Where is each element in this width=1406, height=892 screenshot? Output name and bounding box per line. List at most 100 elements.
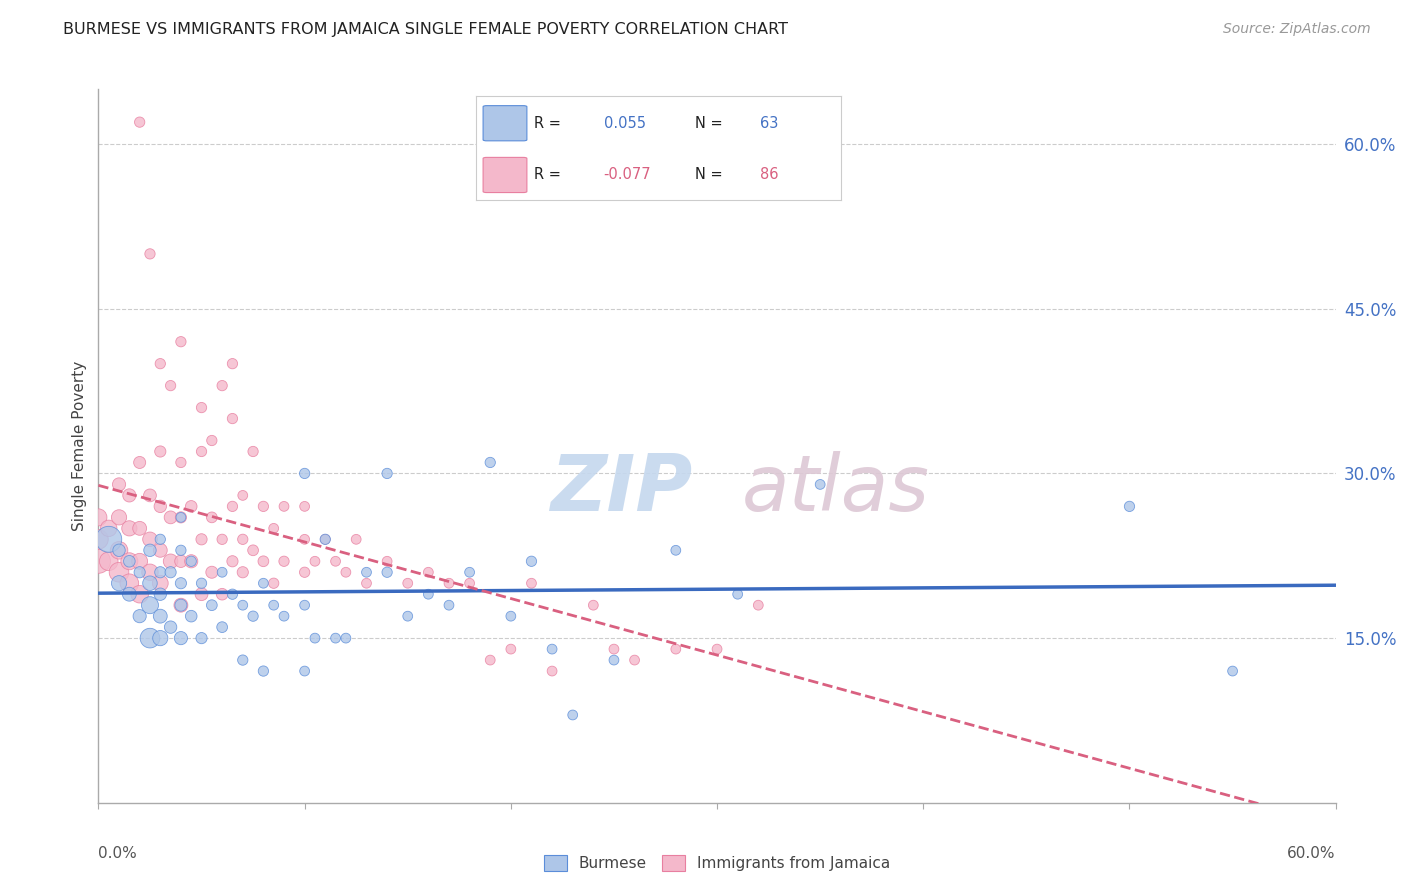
Point: [263, 576, 285, 591]
Point: [201, 434, 224, 448]
Point: [139, 543, 162, 558]
Point: [479, 653, 502, 667]
Point: [325, 554, 347, 568]
Point: [294, 664, 316, 678]
Point: [108, 543, 131, 558]
Point: [232, 488, 254, 502]
Text: 60.0%: 60.0%: [1288, 846, 1336, 861]
Point: [190, 533, 212, 547]
Point: [263, 598, 285, 612]
Point: [149, 543, 172, 558]
Point: [294, 566, 316, 580]
Point: [139, 598, 162, 612]
Point: [211, 620, 233, 634]
Point: [232, 566, 254, 580]
Point: [335, 566, 357, 580]
Point: [294, 500, 316, 514]
Point: [139, 533, 162, 547]
Point: [149, 631, 172, 645]
Point: [128, 554, 150, 568]
Point: [232, 598, 254, 612]
Point: [418, 566, 440, 580]
Point: [201, 566, 224, 580]
Point: [325, 631, 347, 645]
Point: [149, 500, 172, 514]
Point: [170, 554, 193, 568]
Point: [561, 708, 583, 723]
Point: [520, 576, 543, 591]
Legend: Burmese, Immigrants from Jamaica: Burmese, Immigrants from Jamaica: [537, 849, 897, 877]
Point: [304, 554, 326, 568]
Point: [665, 642, 688, 657]
Point: [314, 533, 336, 547]
Point: [118, 554, 141, 568]
Point: [1118, 500, 1140, 514]
Point: [180, 554, 202, 568]
Point: [211, 533, 233, 547]
Point: [118, 554, 141, 568]
Point: [118, 576, 141, 591]
Point: [139, 631, 162, 645]
Point: [314, 533, 336, 547]
Point: [190, 631, 212, 645]
Point: [139, 247, 162, 261]
Point: [335, 631, 357, 645]
Point: [437, 598, 460, 612]
Point: [190, 444, 212, 458]
Point: [808, 477, 831, 491]
Point: [665, 543, 688, 558]
Point: [108, 477, 131, 491]
Text: atlas: atlas: [742, 450, 929, 527]
Point: [97, 554, 120, 568]
Point: [190, 587, 212, 601]
Point: [128, 521, 150, 535]
Point: [170, 598, 193, 612]
Point: [201, 510, 224, 524]
Point: [221, 554, 243, 568]
Point: [437, 576, 460, 591]
Point: [520, 554, 543, 568]
Point: [458, 566, 481, 580]
Point: [1222, 664, 1244, 678]
Point: [603, 653, 626, 667]
Point: [344, 533, 367, 547]
Point: [499, 642, 522, 657]
Point: [263, 521, 285, 535]
Point: [149, 444, 172, 458]
Point: [304, 631, 326, 645]
Point: [118, 488, 141, 502]
Point: [396, 576, 419, 591]
Point: [221, 411, 243, 425]
Y-axis label: Single Female Poverty: Single Female Poverty: [72, 361, 87, 531]
Point: [294, 467, 316, 481]
Point: [479, 455, 502, 469]
Point: [170, 576, 193, 591]
Point: [170, 631, 193, 645]
Point: [294, 598, 316, 612]
Point: [170, 510, 193, 524]
Point: [375, 554, 398, 568]
Point: [747, 598, 769, 612]
Point: [232, 653, 254, 667]
Point: [128, 609, 150, 624]
Point: [108, 510, 131, 524]
Point: [396, 609, 419, 624]
Point: [139, 488, 162, 502]
Point: [190, 576, 212, 591]
Point: [149, 609, 172, 624]
Point: [159, 378, 181, 392]
Point: [118, 587, 141, 601]
Point: [221, 500, 243, 514]
Point: [211, 587, 233, 601]
Point: [87, 554, 110, 568]
Point: [499, 609, 522, 624]
Point: [149, 566, 172, 580]
Point: [221, 357, 243, 371]
Point: [159, 554, 181, 568]
Point: [149, 533, 172, 547]
Point: [139, 576, 162, 591]
Point: [273, 554, 295, 568]
Point: [273, 609, 295, 624]
Point: [706, 642, 728, 657]
Point: [221, 587, 243, 601]
